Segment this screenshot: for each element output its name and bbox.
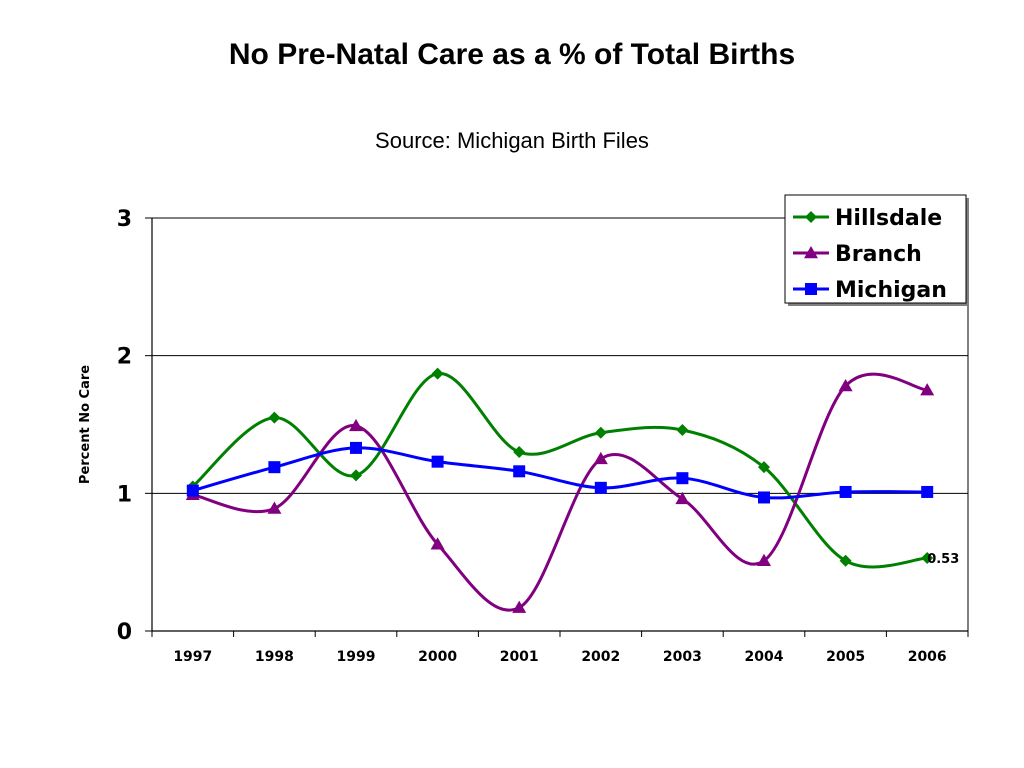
data-labels: 0.53 [927, 552, 959, 567]
data-point-branch [512, 600, 527, 613]
y-axis-label: Percent No Care [78, 365, 93, 484]
legend-marker-michigan [805, 283, 817, 295]
series-line-michigan [191, 446, 929, 500]
data-point-hillsdale [431, 367, 444, 380]
legend-label-branch: Branch [835, 242, 922, 267]
data-point-michigan [921, 485, 934, 498]
x-tick-label: 1998 [255, 649, 294, 665]
data-point-hillsdale [921, 552, 934, 565]
x-tick-label: 1997 [173, 649, 212, 665]
y-tick-label: 0 [117, 620, 132, 645]
data-point-michigan [676, 472, 689, 485]
data-point-hillsdale [594, 426, 607, 439]
data-point-hillsdale [758, 461, 770, 474]
chart-subtitle: Source: Michigan Birth Files [375, 128, 649, 153]
x-tick-label: 2000 [418, 649, 457, 665]
legend-label-michigan: Michigan [835, 278, 947, 303]
data-point-michigan [186, 484, 199, 497]
series-line-branch [191, 372, 929, 612]
y-tick-label: 1 [117, 482, 132, 507]
data-point-michigan [594, 481, 607, 494]
data-point-michigan [758, 491, 770, 504]
data-point-branch [430, 537, 445, 550]
x-tick-label: 1999 [337, 649, 376, 665]
data-point-branch [920, 383, 935, 396]
legend-label-hillsdale: Hillsdale [835, 206, 942, 231]
data-point-branch [838, 378, 853, 392]
data-point-michigan [268, 461, 281, 474]
data-point-hillsdale [268, 411, 281, 424]
series-line-hillsdale [191, 372, 929, 569]
x-tick-label: 2005 [826, 649, 865, 665]
series-markers [185, 367, 935, 613]
data-point-hillsdale [350, 469, 362, 482]
y-tick-label: 2 [117, 345, 132, 370]
y-tick-label: 3 [117, 207, 132, 232]
x-tick-label: 2002 [581, 649, 620, 665]
data-point-hillsdale [676, 424, 689, 437]
legend: Hillsdale Branch Michigan [784, 194, 969, 306]
data-point-hillsdale [513, 446, 526, 459]
x-tick-label: 2003 [663, 649, 702, 665]
data-point-michigan [431, 455, 444, 468]
data-point-branch [267, 501, 282, 514]
data-point-branch [349, 418, 363, 432]
chart-title: No Pre-Natal Care as a % of Total Births [228, 38, 796, 71]
data-label: 0.53 [927, 552, 959, 567]
x-tick-label: 2006 [908, 649, 947, 665]
data-point-branch [757, 553, 771, 567]
x-tick-label: 2001 [500, 649, 539, 665]
data-point-hillsdale [839, 554, 852, 567]
series-lines [191, 372, 929, 612]
data-point-michigan [350, 441, 362, 454]
legend-marker-branch [804, 246, 818, 259]
legend-marker-hillsdale [805, 211, 817, 223]
data-point-branch [593, 451, 608, 465]
x-tick-label: 2004 [745, 649, 784, 665]
data-point-michigan [839, 485, 852, 498]
axes: 0 1 2 3 1997 1998 1999 2000 2001 2002 2003 2004 2005… [78, 207, 969, 665]
data-point-michigan [513, 465, 526, 478]
data-point-branch [675, 491, 690, 505]
